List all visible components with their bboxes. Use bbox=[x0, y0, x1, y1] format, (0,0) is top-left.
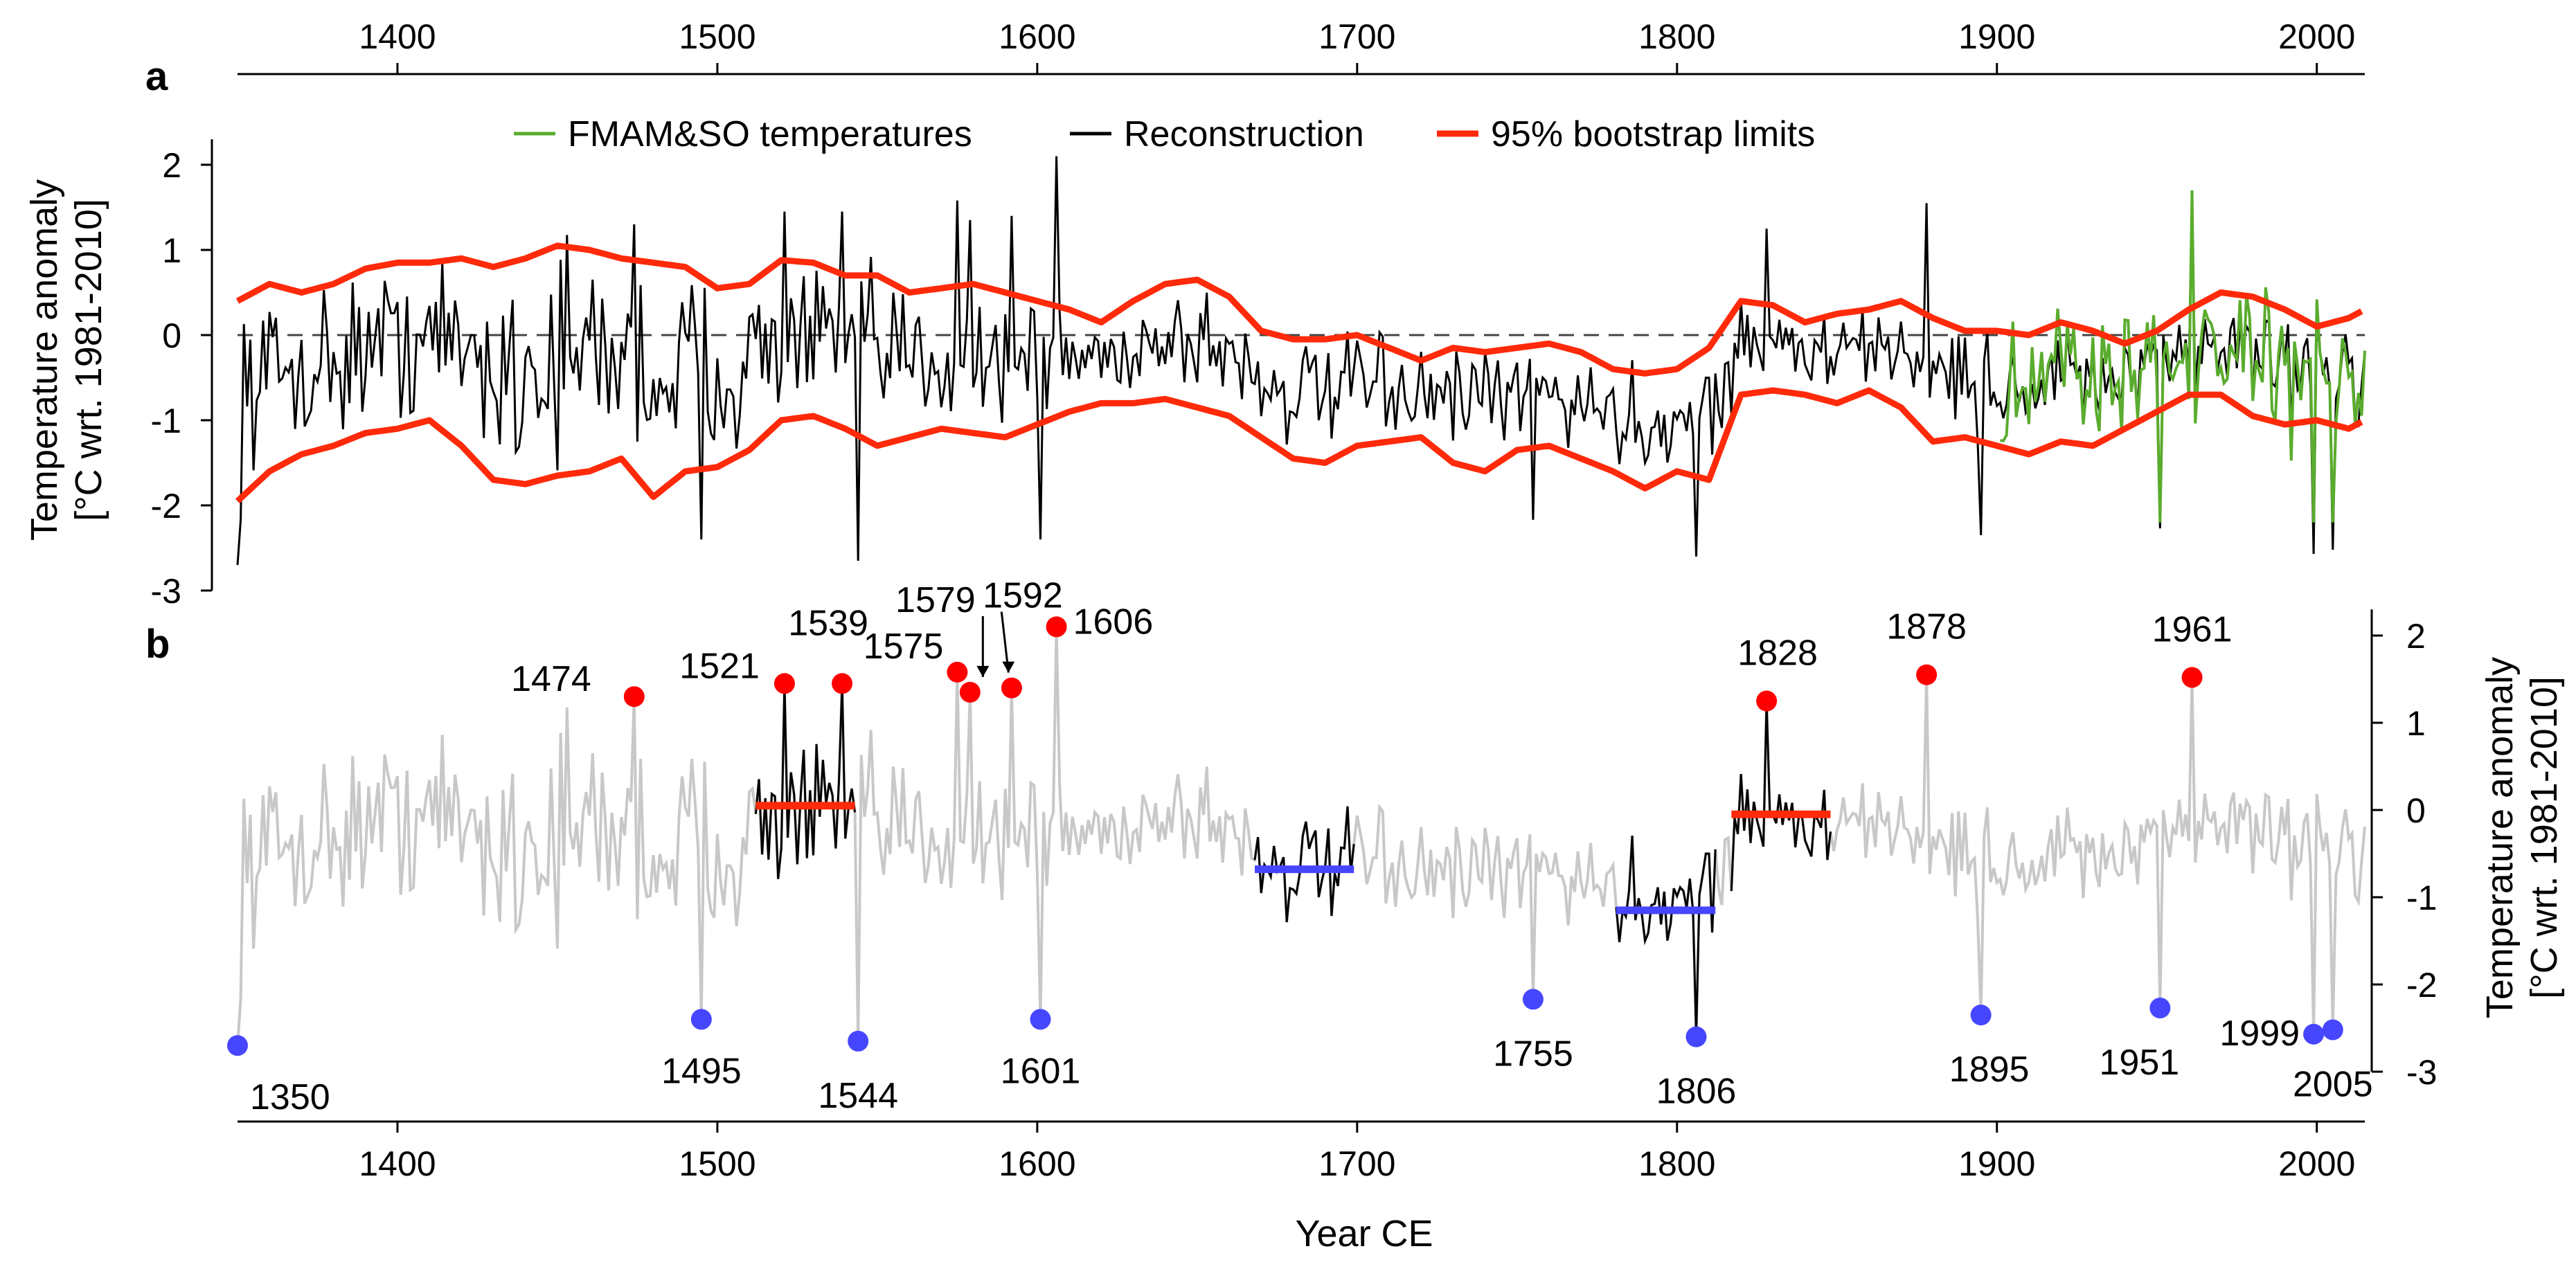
cold-extreme-label: 1755 bbox=[1493, 1034, 1573, 1074]
warm-extreme-label: 1579 bbox=[895, 580, 976, 620]
annotation-arrow-head bbox=[1002, 661, 1015, 673]
top-x-tick-label: 1400 bbox=[359, 17, 436, 56]
warm-extreme-marker bbox=[947, 661, 968, 683]
warm-extreme-label: 1575 bbox=[864, 627, 944, 667]
bottom-x-tick-label: 1700 bbox=[1318, 1144, 1395, 1183]
cold-extreme-label: 1951 bbox=[2100, 1043, 2180, 1083]
warm-extreme-label: 1961 bbox=[2152, 609, 2233, 649]
cold-extreme-label: 1806 bbox=[1656, 1072, 1737, 1112]
fmam-so-temperatures-line bbox=[2000, 190, 2366, 523]
cold-extreme-label: 1895 bbox=[1949, 1050, 2030, 1090]
panel-a-ylabel-line1: Temperature anomaly bbox=[24, 179, 65, 541]
bottom-x-tick-label: 1600 bbox=[999, 1144, 1075, 1183]
panel-b-y-tick-label: -1 bbox=[2406, 879, 2437, 917]
top-x-tick-label: 1900 bbox=[1958, 17, 2035, 56]
panel-a-y-tick-label: 2 bbox=[162, 146, 181, 185]
panel-b-y-tick-label: 2 bbox=[2406, 617, 2426, 656]
warm-extreme-label: 1539 bbox=[788, 603, 868, 643]
panel-b-y-tick-label: 1 bbox=[2406, 704, 2426, 743]
panel-a-y-tick-label: -1 bbox=[151, 402, 181, 440]
top-x-tick-label: 2000 bbox=[2278, 17, 2355, 56]
panel-a-ylabel-line2: [°C wrt. 1981-2010] bbox=[68, 199, 109, 521]
top-x-tick-label: 1700 bbox=[1318, 17, 1395, 56]
top-x-tick-label: 1600 bbox=[999, 17, 1075, 56]
cold-extreme-marker bbox=[1030, 1009, 1051, 1030]
warm-extreme-marker bbox=[832, 673, 853, 694]
extreme-year-stems bbox=[976, 611, 1015, 677]
cold-extreme-marker bbox=[2322, 1019, 2343, 1041]
cold-extreme-marker bbox=[2303, 1023, 2325, 1045]
cold-extreme-label: 2005 bbox=[2293, 1065, 2373, 1105]
cold-extreme-label: 1544 bbox=[818, 1076, 898, 1116]
panel-a-y-tick-label: 0 bbox=[162, 316, 181, 355]
bootstrap-lower-limit-line bbox=[235, 387, 2363, 504]
cold-extreme-marker bbox=[1685, 1026, 1707, 1047]
warm-extreme-label: 1474 bbox=[511, 659, 591, 699]
bottom-x-tick-label: 1500 bbox=[679, 1144, 755, 1183]
highlighted-period-series bbox=[1730, 701, 1832, 892]
panel-a-label: a bbox=[145, 54, 168, 99]
warm-extreme-marker bbox=[959, 681, 981, 703]
bottom-x-tick-label: 1800 bbox=[1638, 1144, 1715, 1183]
top-x-tick-label: 1500 bbox=[679, 17, 755, 56]
warm-extreme-marker bbox=[1756, 690, 1778, 712]
warm-extreme-label: 1521 bbox=[679, 646, 760, 686]
legend-label-bootstrap: 95% bootstrap limits bbox=[1491, 114, 1815, 154]
warm-extreme-marker bbox=[1046, 616, 1067, 638]
cold-extreme-label: 1999 bbox=[2219, 1014, 2300, 1054]
bottom-x-tick-label: 1900 bbox=[1958, 1144, 2035, 1183]
highlighted-period-series bbox=[1615, 836, 1717, 1037]
panel-a-y-ticks: -3 -2 -1 0 1 2 bbox=[151, 146, 212, 611]
cold-extreme-marker bbox=[1522, 989, 1544, 1010]
x-axis-title: Year CE bbox=[1295, 1213, 1433, 1254]
bottom-x-tick-label: 1400 bbox=[359, 1144, 436, 1183]
panel-a-y-tick-label: 1 bbox=[162, 231, 181, 270]
cold-extreme-label: 1495 bbox=[661, 1051, 742, 1091]
panel-a-y-tick-label: -3 bbox=[151, 572, 181, 611]
panel-a-y-tick-label: -2 bbox=[151, 487, 181, 525]
warm-extreme-marker bbox=[2181, 667, 2203, 688]
bottom-x-tick-label: 2000 bbox=[2278, 1144, 2355, 1183]
annotation-arrow-head bbox=[976, 665, 990, 677]
panel-b-ylabel-line1: Temperature anomaly bbox=[2479, 657, 2521, 1018]
warm-extreme-marker bbox=[773, 673, 795, 694]
cold-extreme-marker bbox=[690, 1009, 712, 1030]
warm-extreme-marker bbox=[1916, 664, 1938, 685]
legend-label-reconstruction: Reconstruction bbox=[1124, 114, 1364, 154]
warm-extreme-marker bbox=[623, 686, 645, 708]
warm-extreme-label: 1828 bbox=[1737, 633, 1818, 674]
panel-b-y-tick-label: -3 bbox=[2406, 1053, 2437, 1092]
cold-extreme-marker bbox=[2149, 998, 2171, 1019]
bottom-axis-ticks: 1400 1500 1600 1700 1800 1900 2000 bbox=[359, 1122, 2355, 1183]
panel-b-y-tick-label: 0 bbox=[2406, 791, 2426, 830]
cold-extreme-marker bbox=[848, 1030, 869, 1052]
reconstruction-line bbox=[236, 156, 2366, 566]
warm-extreme-label: 1878 bbox=[1886, 607, 1967, 647]
panel-b-y-tick-label: -2 bbox=[2406, 966, 2437, 1005]
legend-label-fmam-so: FMAM&SO temperatures bbox=[568, 114, 972, 154]
cold-extreme-marker bbox=[227, 1035, 248, 1056]
legend: FMAM&SO temperatures Reconstruction 95% … bbox=[514, 114, 1815, 154]
highlighted-periods bbox=[754, 683, 1832, 1037]
cold-extreme-label: 1601 bbox=[1001, 1051, 1081, 1091]
cold-extreme-label: 1350 bbox=[250, 1077, 330, 1117]
panel-b-y-ticks: -3 -2 -1 0 1 2 bbox=[2372, 617, 2437, 1092]
warm-extreme-marker bbox=[1001, 677, 1022, 699]
top-axis-ticks: 1400 1500 1600 1700 1800 1900 2000 bbox=[359, 17, 2355, 74]
top-x-tick-label: 1800 bbox=[1638, 17, 1715, 56]
panel-a-plot: -3 -2 -1 0 1 2 bbox=[151, 139, 2366, 611]
bootstrap-upper-limit-line bbox=[235, 242, 2363, 377]
warm-extreme-label: 1606 bbox=[1073, 602, 1154, 642]
extreme-year-markers bbox=[227, 616, 2343, 1056]
warm-extreme-label: 1592 bbox=[983, 576, 1063, 616]
panel-b-label: b bbox=[145, 622, 170, 667]
cold-extreme-marker bbox=[1970, 1005, 1992, 1026]
panel-b-ylabel-line2: [°C wrt. 1981-2010] bbox=[2523, 676, 2565, 999]
